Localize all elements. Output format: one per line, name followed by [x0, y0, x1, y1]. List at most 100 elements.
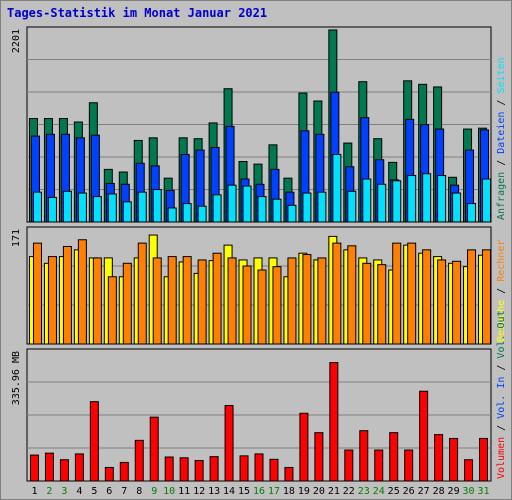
- bar-volumen-day-2: [44, 452, 54, 482]
- bar-volumen-day-24: [374, 449, 384, 482]
- legend-middle: Besuche / Rechner: [496, 240, 507, 342]
- bar-seiten-day-27: [422, 173, 432, 223]
- bar-seiten-day-6: [107, 193, 117, 223]
- bar-volumen-day-30: [464, 459, 474, 482]
- bar-rechner-day-3: [62, 245, 72, 345]
- bar-volumen-day-25: [389, 432, 399, 482]
- x-tick-label-24: 24: [373, 486, 385, 497]
- legend-item-dateien: Dateien: [496, 112, 507, 154]
- scale-label-bottom: 335.96 MB: [11, 351, 22, 405]
- bar-rechner-day-24: [377, 264, 387, 345]
- bar-rechner-day-11: [182, 256, 192, 345]
- bar-rechner-day-26: [407, 242, 417, 345]
- x-tick-label-15: 15: [238, 486, 250, 497]
- bar-seiten-day-5: [92, 196, 102, 223]
- bar-volumen-day-26: [404, 449, 414, 482]
- bar-volumen-day-27: [419, 390, 429, 482]
- x-tick-label-2: 2: [46, 486, 52, 497]
- bar-seiten-day-24: [377, 183, 387, 223]
- x-tick-label-8: 8: [136, 486, 142, 497]
- x-tick-label-14: 14: [223, 486, 235, 497]
- x-tick-label-25: 25: [388, 486, 400, 497]
- bar-rechner-day-10: [167, 256, 177, 345]
- x-tick-label-26: 26: [403, 486, 415, 497]
- bar-seiten-day-23: [362, 178, 372, 223]
- legend-item-volout: Vol. Out: [496, 310, 507, 358]
- bar-rechner-day-17: [272, 266, 282, 345]
- bar-volumen-day-15: [239, 455, 249, 482]
- bar-seiten-day-31: [482, 178, 492, 223]
- bar-rechner-day-1: [32, 242, 42, 345]
- scale-label-middle: 171: [11, 229, 22, 247]
- bar-rechner-day-8: [137, 242, 147, 345]
- bar-rechner-day-25: [392, 242, 402, 345]
- legend-bottom: Volumen / Vol. In / Vol. Out: [496, 310, 507, 479]
- x-tick-label-20: 20: [313, 486, 325, 497]
- x-tick-label-10: 10: [163, 486, 175, 497]
- bar-seiten-day-30: [467, 203, 477, 223]
- legend-separator: /: [496, 94, 507, 112]
- legend-item-rechner: Rechner: [496, 240, 507, 282]
- x-tick-label-9: 9: [151, 486, 157, 497]
- x-tick-label-31: 31: [477, 486, 489, 497]
- bar-rechner-day-9: [152, 257, 162, 345]
- x-tick-label-28: 28: [433, 486, 445, 497]
- bar-rechner-day-5: [92, 257, 102, 345]
- x-tick-label-19: 19: [298, 486, 310, 497]
- legend-top: Anfragen / Dateien / Seiten: [496, 57, 507, 220]
- bar-seiten-day-16: [257, 196, 267, 223]
- bar-rechner-day-6: [107, 276, 117, 345]
- x-tick-label-30: 30: [463, 486, 475, 497]
- x-tick-label-4: 4: [76, 486, 82, 497]
- bar-seiten-day-2: [47, 196, 57, 223]
- legend-separator: /: [496, 419, 507, 437]
- bar-volumen-day-3: [59, 459, 69, 482]
- legend-separator: /: [496, 359, 507, 377]
- x-tick-label-27: 27: [418, 486, 430, 497]
- bar-volumen-day-1: [29, 454, 39, 482]
- bar-seiten-day-3: [62, 190, 72, 223]
- bar-seiten-day-11: [182, 203, 192, 223]
- legend-item-anfragen: Anfragen: [496, 172, 507, 220]
- bar-volumen-day-31: [479, 437, 489, 482]
- bar-volumen-day-11: [179, 457, 189, 482]
- bar-seiten-day-28: [437, 175, 447, 223]
- bar-volumen-day-14: [224, 405, 234, 482]
- bar-volumen-day-28: [434, 434, 444, 482]
- bar-volumen-day-6: [104, 466, 114, 482]
- bar-rechner-day-2: [47, 256, 57, 345]
- x-tick-label-12: 12: [193, 486, 205, 497]
- bar-seiten-day-19: [302, 192, 312, 223]
- bar-seiten-day-18: [287, 204, 297, 223]
- bar-volumen-day-19: [299, 412, 309, 482]
- bar-volumen-day-12: [194, 459, 204, 482]
- x-tick-label-13: 13: [208, 486, 220, 497]
- x-tick-label-21: 21: [328, 486, 340, 497]
- bar-volumen-day-7: [119, 461, 129, 482]
- bar-rechner-day-30: [467, 249, 477, 345]
- bar-seiten-day-10: [167, 207, 177, 223]
- x-tick-label-5: 5: [91, 486, 97, 497]
- bar-volumen-day-22: [344, 449, 354, 482]
- bar-seiten-day-26: [407, 175, 417, 223]
- legend-separator: /: [496, 154, 507, 172]
- x-tick-label-18: 18: [283, 486, 295, 497]
- scale-label-top: 2201: [11, 29, 22, 53]
- bar-rechner-day-14: [227, 257, 237, 345]
- x-tick-label-11: 11: [178, 486, 190, 497]
- bar-seiten-day-20: [317, 191, 327, 223]
- bar-rechner-day-15: [242, 265, 252, 345]
- bar-seiten-day-25: [392, 180, 402, 223]
- bar-seiten-day-14: [227, 184, 237, 223]
- x-tick-label-6: 6: [106, 486, 112, 497]
- bar-rechner-day-4: [77, 239, 87, 345]
- bar-seiten-day-15: [242, 185, 252, 223]
- bar-seiten-day-4: [77, 192, 87, 223]
- bar-volumen-day-9: [149, 416, 159, 482]
- x-tick-label-16: 16: [253, 486, 265, 497]
- bar-volumen-day-29: [449, 437, 459, 482]
- x-tick-label-17: 17: [268, 486, 280, 497]
- bar-seiten-day-12: [197, 205, 207, 223]
- bar-rechner-day-16: [257, 269, 267, 345]
